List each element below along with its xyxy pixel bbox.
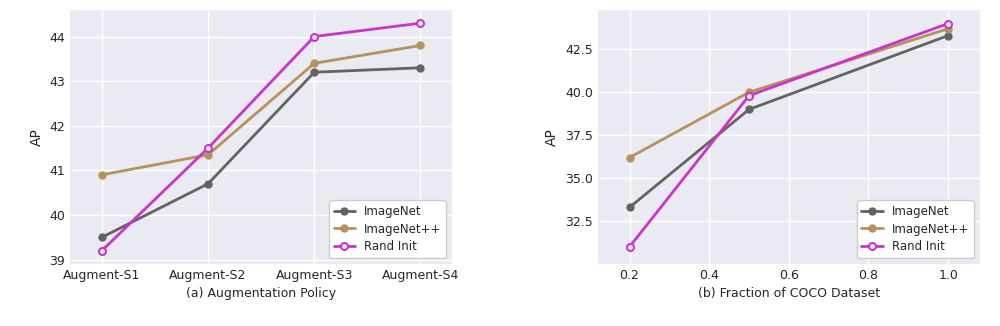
ImageNet (942, 34, 954, 37)
Line: ImageNet++: ImageNet++ (98, 42, 424, 178)
Legend: ImageNet, ImageNet++, Rand Init: ImageNet, ImageNet++, Rand Init (857, 200, 974, 258)
Y-axis label: AP: AP (30, 128, 44, 146)
Rand Init (202, 146, 214, 150)
Rand Init (308, 35, 320, 38)
ImageNet (202, 182, 214, 186)
ImageNet++ (942, 27, 954, 31)
ImageNet++ (743, 90, 755, 94)
Rand Init (942, 22, 954, 25)
ImageNet++ (202, 153, 214, 157)
ImageNet++ (414, 43, 426, 47)
Rand Init (96, 249, 108, 253)
ImageNet (308, 70, 320, 74)
Legend: ImageNet, ImageNet++, Rand Init: ImageNet, ImageNet++, Rand Init (329, 200, 446, 258)
ImageNet (96, 235, 108, 239)
Rand Init (743, 94, 755, 98)
Y-axis label: AP: AP (545, 128, 559, 146)
Line: ImageNet: ImageNet (626, 32, 952, 211)
ImageNet (743, 108, 755, 111)
ImageNet (414, 66, 426, 70)
Line: ImageNet: ImageNet (98, 64, 424, 241)
Rand Init (624, 245, 636, 249)
ImageNet++ (624, 156, 636, 159)
ImageNet++ (308, 61, 320, 65)
Line: Rand Init: Rand Init (626, 20, 952, 250)
Rand Init (414, 21, 426, 25)
X-axis label: (a) Augmentation Policy: (a) Augmentation Policy (186, 288, 336, 301)
X-axis label: (b) Fraction of COCO Dataset: (b) Fraction of COCO Dataset (698, 288, 880, 301)
Line: ImageNet++: ImageNet++ (626, 25, 952, 161)
ImageNet (624, 205, 636, 209)
ImageNet++ (96, 173, 108, 177)
Line: Rand Init: Rand Init (98, 20, 424, 254)
